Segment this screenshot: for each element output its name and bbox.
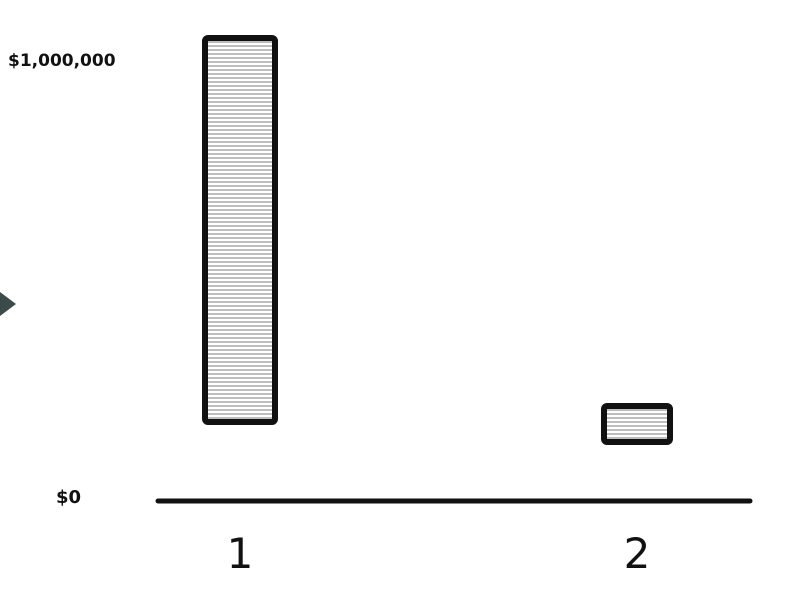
bar-2 bbox=[601, 403, 673, 445]
bar-1 bbox=[202, 35, 278, 425]
x-tick-label-1: 1 bbox=[227, 529, 254, 578]
side-marker-icon bbox=[0, 292, 16, 316]
x-tick-label-2: 2 bbox=[624, 529, 651, 578]
bars-group bbox=[202, 35, 673, 445]
y-tick-label-zero: $0 bbox=[56, 487, 81, 508]
y-tick-label-max: $1,000,000 bbox=[8, 51, 116, 71]
